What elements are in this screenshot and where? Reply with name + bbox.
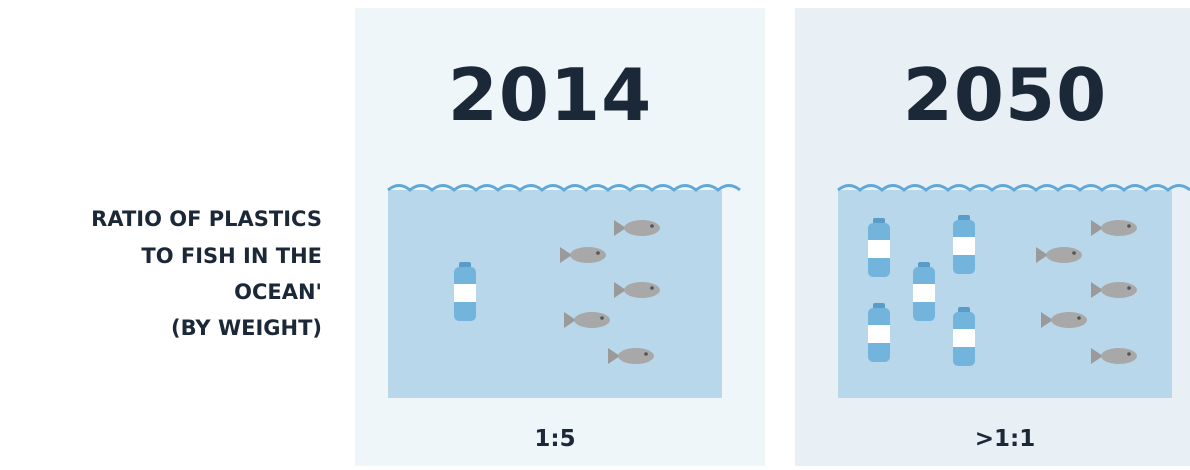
water [388, 190, 722, 398]
ratio: >1:1 [975, 426, 1035, 452]
label-line: OCEAN' [234, 280, 322, 304]
year: 2014 [448, 53, 652, 137]
ratio: 1:5 [534, 426, 575, 452]
label-line: (BY WEIGHT) [171, 316, 322, 340]
label-line: RATIO OF PLASTICS [91, 207, 322, 231]
label-line: TO FISH IN THE [141, 244, 322, 268]
ocean [838, 186, 1190, 399]
infographic: RATIO OF PLASTICS TO FISH IN THE OCEAN' … [0, 0, 1190, 466]
year: 2050 [903, 53, 1107, 137]
row-label: RATIO OF PLASTICS TO FISH IN THE OCEAN' … [91, 207, 322, 340]
ocean [388, 186, 740, 399]
